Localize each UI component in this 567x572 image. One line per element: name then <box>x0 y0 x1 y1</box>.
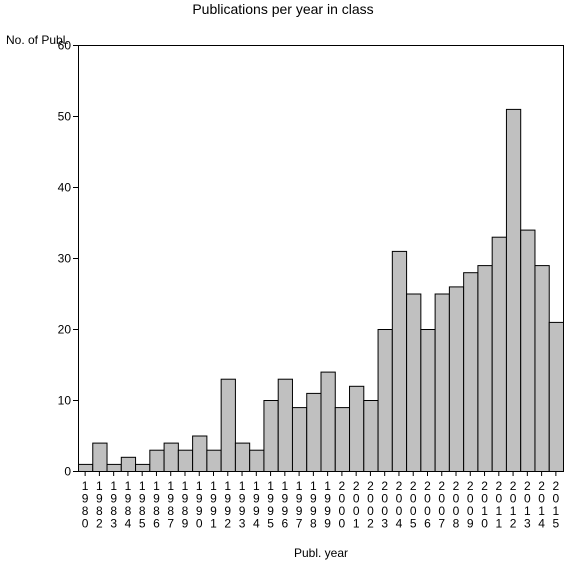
bar-2012 <box>505 108 522 473</box>
y-axis-ticks: 0 10 20 30 40 50 60 <box>58 39 78 479</box>
bar-2013 <box>520 229 536 472</box>
x-axis-ticks: 1 9 8 0 1 9 8 2 1 9 8 3 1 9 8 4 1 9 8 5 1 9 8 6 1 9 8 7 1 9 8 9 1 9 9 0 1 9 9 1… <box>82 471 560 531</box>
bar-2003 <box>377 329 393 472</box>
bar-2002 <box>363 400 379 472</box>
y-tick-label: 10 <box>58 394 72 408</box>
plot-frame <box>78 45 564 472</box>
bar-1986 <box>149 449 165 473</box>
bar-1999 <box>320 371 336 473</box>
bar-2007 <box>434 293 450 472</box>
chart-title: Publications per year in class <box>192 1 373 17</box>
bar-1993 <box>234 442 251 473</box>
bar-2014 <box>534 265 550 472</box>
bar-2011 <box>491 236 507 472</box>
bar-1998 <box>306 392 322 472</box>
bar-2006 <box>420 329 436 472</box>
bar-1982 <box>92 442 108 473</box>
bar-1991 <box>206 449 222 473</box>
bar-2010 <box>477 265 493 472</box>
bar-1985 <box>135 463 151 472</box>
bar-1995 <box>263 400 279 472</box>
y-tick-label: 50 <box>58 110 72 124</box>
y-axis-label: No. of Publ. <box>6 33 69 47</box>
bar-2004 <box>391 250 408 472</box>
y-tick-label: 0 <box>64 465 71 479</box>
bar-2009 <box>463 272 479 473</box>
bar-1990 <box>192 435 208 472</box>
bar-1980 <box>78 463 94 472</box>
bar-1994 <box>249 449 265 473</box>
bar-2005 <box>406 293 422 472</box>
bar-1983 <box>106 463 122 472</box>
y-tick-label: 40 <box>58 181 72 195</box>
bar-2015 <box>548 321 564 472</box>
y-tick-label: 20 <box>58 323 72 337</box>
bar-2000 <box>334 407 351 473</box>
bar-1992 <box>220 378 236 473</box>
bar-2008 <box>448 286 465 472</box>
bar-1984 <box>120 456 137 472</box>
bars-group <box>78 108 564 473</box>
bar-1996 <box>277 378 293 473</box>
bar-1997 <box>291 407 308 473</box>
bar-1987 <box>163 442 179 473</box>
x-axis-label: Publ. year <box>294 546 348 560</box>
bar-2001 <box>349 385 365 472</box>
bar-1989 <box>177 449 194 473</box>
y-tick-label: 30 <box>58 252 72 266</box>
y-tick-label: 60 <box>58 39 72 53</box>
